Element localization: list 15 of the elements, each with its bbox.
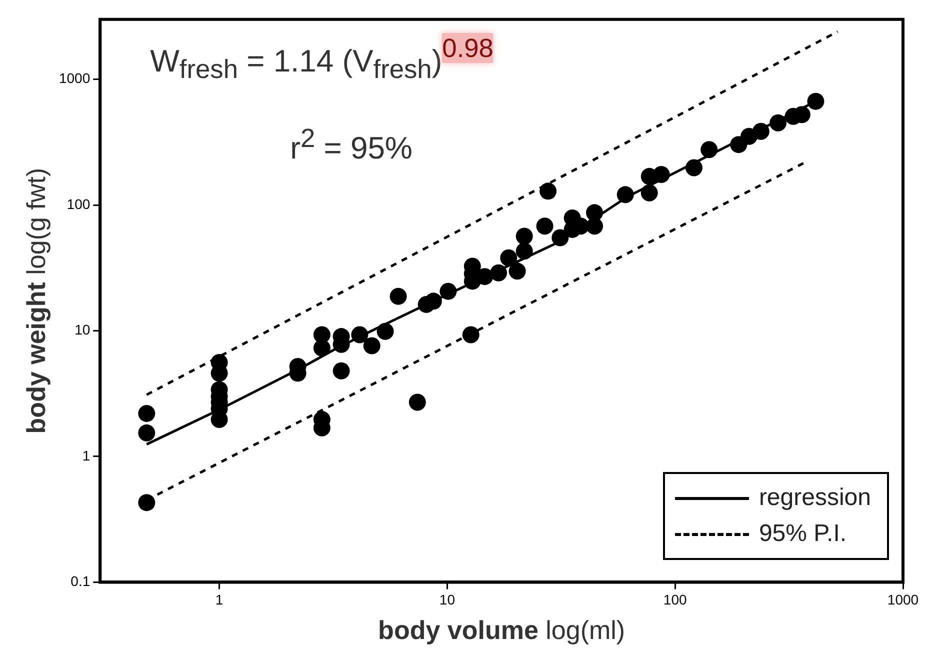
y-axis-title: body weight log(g fwt): [21, 168, 52, 434]
y-tick-label: 100: [66, 196, 90, 212]
x-tick-label: 10: [439, 591, 456, 608]
y-tick-label: 1: [82, 447, 90, 464]
legend-label: 95% P.I.: [758, 520, 847, 548]
x-tick-label: 1000: [887, 591, 919, 608]
x-tick-label: 100: [663, 591, 687, 608]
legend-label: regression: [758, 484, 871, 512]
annotation: r$^{2}$ = 95%: [290, 123, 412, 167]
x-tick-label: 1: [215, 591, 224, 608]
y-tick-label: 10: [74, 322, 90, 338]
y-tick-label: 0.1: [70, 573, 90, 590]
y-tick-label: 1000: [58, 70, 90, 86]
annotation: W$_{fresh}$ = 1.14 (V$_{fresh}$)$^{0.98}$: [150, 33, 494, 86]
x-axis-title: body volume log(ml): [378, 615, 626, 646]
